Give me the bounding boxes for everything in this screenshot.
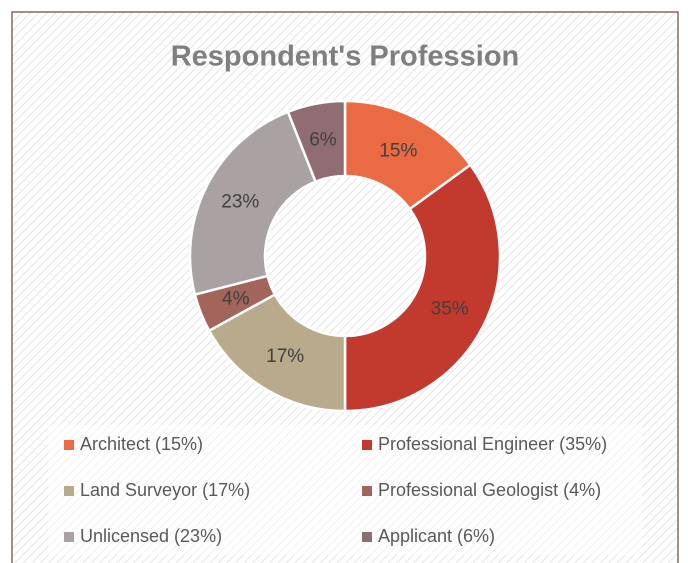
- legend-label: Applicant (6%): [378, 526, 495, 546]
- legend-marker: [64, 532, 74, 542]
- donut-slice: [343, 163, 502, 413]
- legend-label: Architect (15%): [80, 434, 203, 454]
- legend-label: Unlicensed (23%): [80, 526, 222, 546]
- donut-slice: [286, 99, 347, 184]
- data-label: 17%: [266, 346, 304, 367]
- chart-title: Respondent's Profession: [171, 41, 520, 73]
- legend-marker: [362, 532, 372, 542]
- donut-slice: [188, 110, 318, 297]
- legend-marker: [64, 486, 74, 496]
- data-label: 35%: [431, 298, 469, 319]
- legend-label: Land Surveyor (17%): [80, 480, 250, 500]
- data-label: 6%: [309, 130, 337, 151]
- data-label: 15%: [379, 140, 417, 161]
- legend-marker: [362, 440, 372, 450]
- legend-marker: [362, 486, 372, 496]
- legend-box: [48, 425, 642, 555]
- legend-marker: [64, 440, 74, 450]
- legend-label: Professional Geologist (4%): [378, 480, 601, 500]
- legend-label: Professional Engineer (35%): [378, 434, 607, 454]
- data-label: 4%: [222, 288, 250, 309]
- data-label: 23%: [221, 192, 259, 213]
